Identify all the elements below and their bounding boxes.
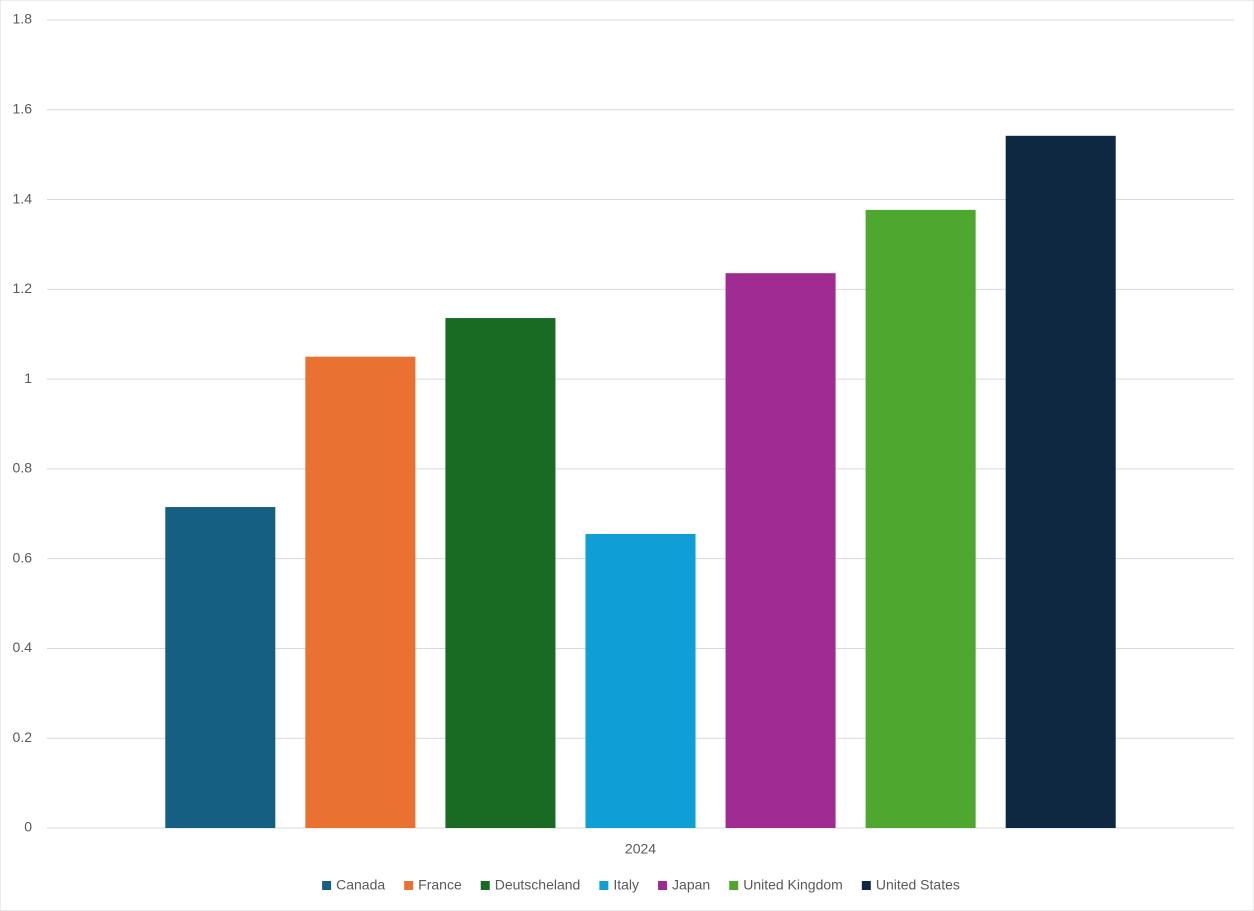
x-tick-label: 2024 — [625, 841, 656, 857]
bars-group: 2024 — [165, 135, 1116, 857]
y-tick-label: 0.4 — [13, 639, 33, 655]
y-tick-label: 1.6 — [13, 100, 33, 116]
legend-label: Japan — [672, 877, 710, 893]
legend-label: Deutscheland — [495, 877, 581, 893]
y-tick-label: 0.8 — [13, 460, 33, 476]
legend-swatch — [599, 881, 609, 890]
legend-label: Canada — [336, 877, 385, 893]
y-tick-label: 1.2 — [13, 280, 33, 296]
legend-swatch — [861, 881, 871, 890]
legend-swatch — [729, 881, 739, 890]
y-tick-label: 1.4 — [13, 190, 33, 206]
bar — [865, 209, 976, 828]
bar — [165, 507, 276, 828]
bar — [585, 533, 696, 828]
bar — [445, 318, 556, 828]
legend-swatch — [658, 881, 668, 890]
legend-label: Italy — [613, 877, 639, 893]
legend-label: United States — [876, 877, 960, 893]
bar — [725, 273, 836, 828]
y-tick-label: 1 — [24, 370, 32, 386]
legend-swatch — [322, 881, 332, 890]
legend-label: France — [418, 877, 462, 893]
legend-label: United Kingdom — [743, 877, 843, 893]
legend: Canada France Deutscheland Italy Japan United… — [322, 877, 960, 893]
y-tick-label: 1.8 — [13, 11, 33, 27]
legend-swatch — [480, 881, 490, 890]
legend-swatch — [404, 881, 414, 890]
y-tick-label: 0.6 — [13, 549, 33, 565]
y-tick-label: 0.2 — [13, 729, 33, 745]
y-tick-label: 0 — [24, 819, 32, 835]
bar — [1005, 135, 1116, 828]
bar — [305, 356, 416, 828]
